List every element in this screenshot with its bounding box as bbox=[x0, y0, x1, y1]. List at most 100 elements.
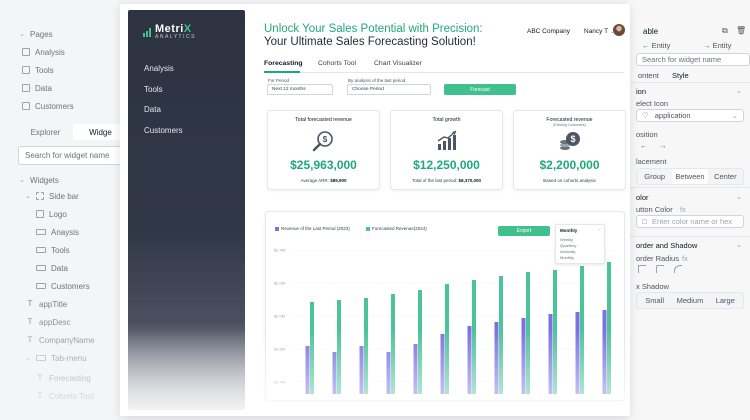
align-left-icon[interactable]: ← bbox=[640, 141, 648, 150]
tree-item[interactable]: Anaysis bbox=[36, 225, 79, 239]
headline-line-1: Unlock Your Sales Potential with Precisi… bbox=[264, 23, 483, 35]
tab-content[interactable]: ontent bbox=[638, 71, 659, 80]
page-item-analysis[interactable]: Analysis bbox=[22, 45, 65, 59]
tree-item[interactable]: T CompanyName bbox=[26, 333, 95, 347]
tree-item[interactable]: Logo bbox=[36, 207, 67, 221]
placement-option[interactable]: Center bbox=[714, 172, 737, 181]
tree-item[interactable]: Customers bbox=[36, 279, 90, 293]
chevron-down-icon[interactable]: ⌄ bbox=[736, 194, 742, 201]
fx-icon[interactable]: fx bbox=[682, 254, 688, 263]
tree-label: Anaysis bbox=[51, 227, 80, 237]
analysis-period-select[interactable]: Choose Period bbox=[347, 84, 431, 95]
bar-last-period[interactable] bbox=[575, 312, 580, 394]
magnifier-dollar-icon: $ bbox=[312, 131, 333, 152]
pages-section[interactable]: ⌄ Pages bbox=[18, 27, 53, 41]
tree-item[interactable]: T appTitle bbox=[26, 297, 68, 311]
bar-forecast[interactable] bbox=[526, 272, 530, 394]
radius-large-icon[interactable] bbox=[674, 265, 682, 273]
box-shadow-label: x Shadow bbox=[636, 282, 669, 291]
nav-item-data[interactable]: Data bbox=[144, 105, 161, 114]
tab-forecasting[interactable]: Forecasting bbox=[264, 60, 303, 67]
entity-right-link[interactable]: → Entity bbox=[703, 41, 732, 50]
tree-item[interactable]: Data bbox=[36, 261, 68, 275]
bar-forecast[interactable] bbox=[580, 266, 584, 394]
dropdown-option[interactable]: Monthly bbox=[560, 255, 575, 260]
bar-last-period[interactable] bbox=[548, 314, 553, 394]
bar-last-period[interactable] bbox=[602, 310, 607, 394]
nav-item-tools[interactable]: Tools bbox=[144, 85, 163, 94]
copy-icon[interactable]: ⧉ bbox=[722, 26, 728, 35]
bar-last-period[interactable] bbox=[521, 318, 526, 394]
legend-swatch bbox=[275, 226, 279, 231]
user-menu[interactable]: Nancy T ⌄ bbox=[584, 28, 614, 35]
bar-forecast[interactable] bbox=[472, 280, 476, 394]
legend-swatch bbox=[366, 226, 370, 231]
widget-search-input[interactable]: Search for widget name bbox=[18, 146, 128, 165]
placement-option[interactable]: Group bbox=[644, 172, 666, 181]
shadow-option[interactable]: Large bbox=[715, 296, 735, 305]
page-item-data[interactable]: Data bbox=[22, 81, 52, 95]
avatar[interactable] bbox=[613, 24, 625, 36]
tree-item[interactable]: ⌄ Tab-menu bbox=[24, 351, 87, 365]
radius-none-icon[interactable] bbox=[638, 265, 646, 273]
bar-forecast[interactable] bbox=[337, 300, 341, 394]
button-color-label: utton Color bbox=[636, 205, 673, 214]
bar-last-period[interactable] bbox=[386, 352, 391, 394]
dropdown-option[interactable]: Quarterly bbox=[560, 243, 577, 248]
bar-last-period[interactable] bbox=[467, 326, 472, 394]
bar-last-period[interactable] bbox=[440, 334, 445, 394]
nav-item-customers[interactable]: Customers bbox=[144, 126, 183, 135]
entity-left-link[interactable]: ← Entity bbox=[642, 41, 671, 50]
tree-item[interactable]: ⌄ Widgets bbox=[18, 173, 59, 187]
chevron-down-icon[interactable]: ⌄ bbox=[736, 242, 742, 249]
placement-option[interactable]: Between bbox=[672, 169, 708, 184]
property-search-input[interactable]: Search for widget name bbox=[636, 53, 750, 66]
color-input[interactable]: Enter color name or hex bbox=[636, 215, 744, 228]
page-label: Data bbox=[35, 83, 52, 93]
shadow-option[interactable]: Medium bbox=[676, 296, 704, 305]
bar-forecast[interactable] bbox=[607, 262, 611, 394]
headline-line-2: Your Ultimate Sales Forecasting Solution… bbox=[264, 36, 476, 48]
align-right-icon[interactable]: → bbox=[659, 141, 667, 150]
page-label: Customers bbox=[35, 101, 74, 111]
tree-item[interactable]: T Cohorts Tool bbox=[36, 389, 94, 403]
bar-forecast[interactable] bbox=[553, 270, 557, 394]
chevron-down-icon[interactable]: ⌄ bbox=[736, 88, 742, 95]
page-item-customers[interactable]: Customers bbox=[22, 99, 74, 113]
delete-icon[interactable]: 🗑 bbox=[736, 26, 747, 35]
fx-icon[interactable]: fx bbox=[680, 205, 686, 214]
forecast-button[interactable]: Forecast bbox=[444, 84, 516, 95]
bar-forecast[interactable] bbox=[391, 294, 395, 394]
bar-last-period[interactable] bbox=[359, 346, 364, 394]
tree-item[interactable]: T Forecasting bbox=[36, 371, 91, 385]
bar-forecast[interactable] bbox=[310, 302, 314, 394]
dropdown-option[interactable]: Weekly bbox=[560, 237, 574, 242]
tree-item[interactable]: Tools bbox=[36, 243, 70, 257]
tab-explorer[interactable]: Explorer bbox=[30, 127, 61, 137]
page-item-tools[interactable]: Tools bbox=[22, 63, 54, 77]
tab-widgets[interactable]: Widge bbox=[73, 124, 128, 140]
tree-item[interactable]: T appDesc bbox=[26, 315, 71, 329]
panel-title: able bbox=[643, 27, 659, 36]
period-dropdown[interactable]: Monthly ⌃ Weekly Quarterly Annually Mont… bbox=[555, 224, 605, 264]
bar-forecast[interactable] bbox=[418, 290, 422, 394]
radius-small-icon[interactable] bbox=[656, 265, 664, 273]
nav-item-analysis[interactable]: Analysis bbox=[144, 64, 174, 73]
shadow-option[interactable]: Small bbox=[645, 296, 665, 305]
bar-forecast[interactable] bbox=[445, 284, 449, 394]
bar-forecast[interactable] bbox=[364, 298, 368, 394]
period-select[interactable]: Next 12 months bbox=[267, 84, 333, 95]
bar-forecast[interactable] bbox=[499, 276, 503, 394]
bar-last-period[interactable] bbox=[305, 346, 310, 394]
icon-select[interactable]: ♡ application ⌄ bbox=[636, 109, 744, 122]
user-name: Nancy T bbox=[584, 28, 609, 35]
tab-divider bbox=[264, 72, 624, 73]
export-button[interactable]: Export bbox=[498, 226, 550, 236]
tab-chart-visualizer[interactable]: Chart Visualizer bbox=[374, 60, 422, 67]
bar-last-period[interactable] bbox=[494, 322, 499, 394]
bar-last-period[interactable] bbox=[332, 352, 337, 394]
tab-cohorts-tool[interactable]: Cohorts Tool bbox=[318, 60, 357, 67]
tree-item[interactable]: ⌄ Side bar bbox=[24, 189, 79, 203]
bar-last-period[interactable] bbox=[413, 344, 418, 394]
dropdown-option[interactable]: Annually bbox=[560, 249, 576, 254]
